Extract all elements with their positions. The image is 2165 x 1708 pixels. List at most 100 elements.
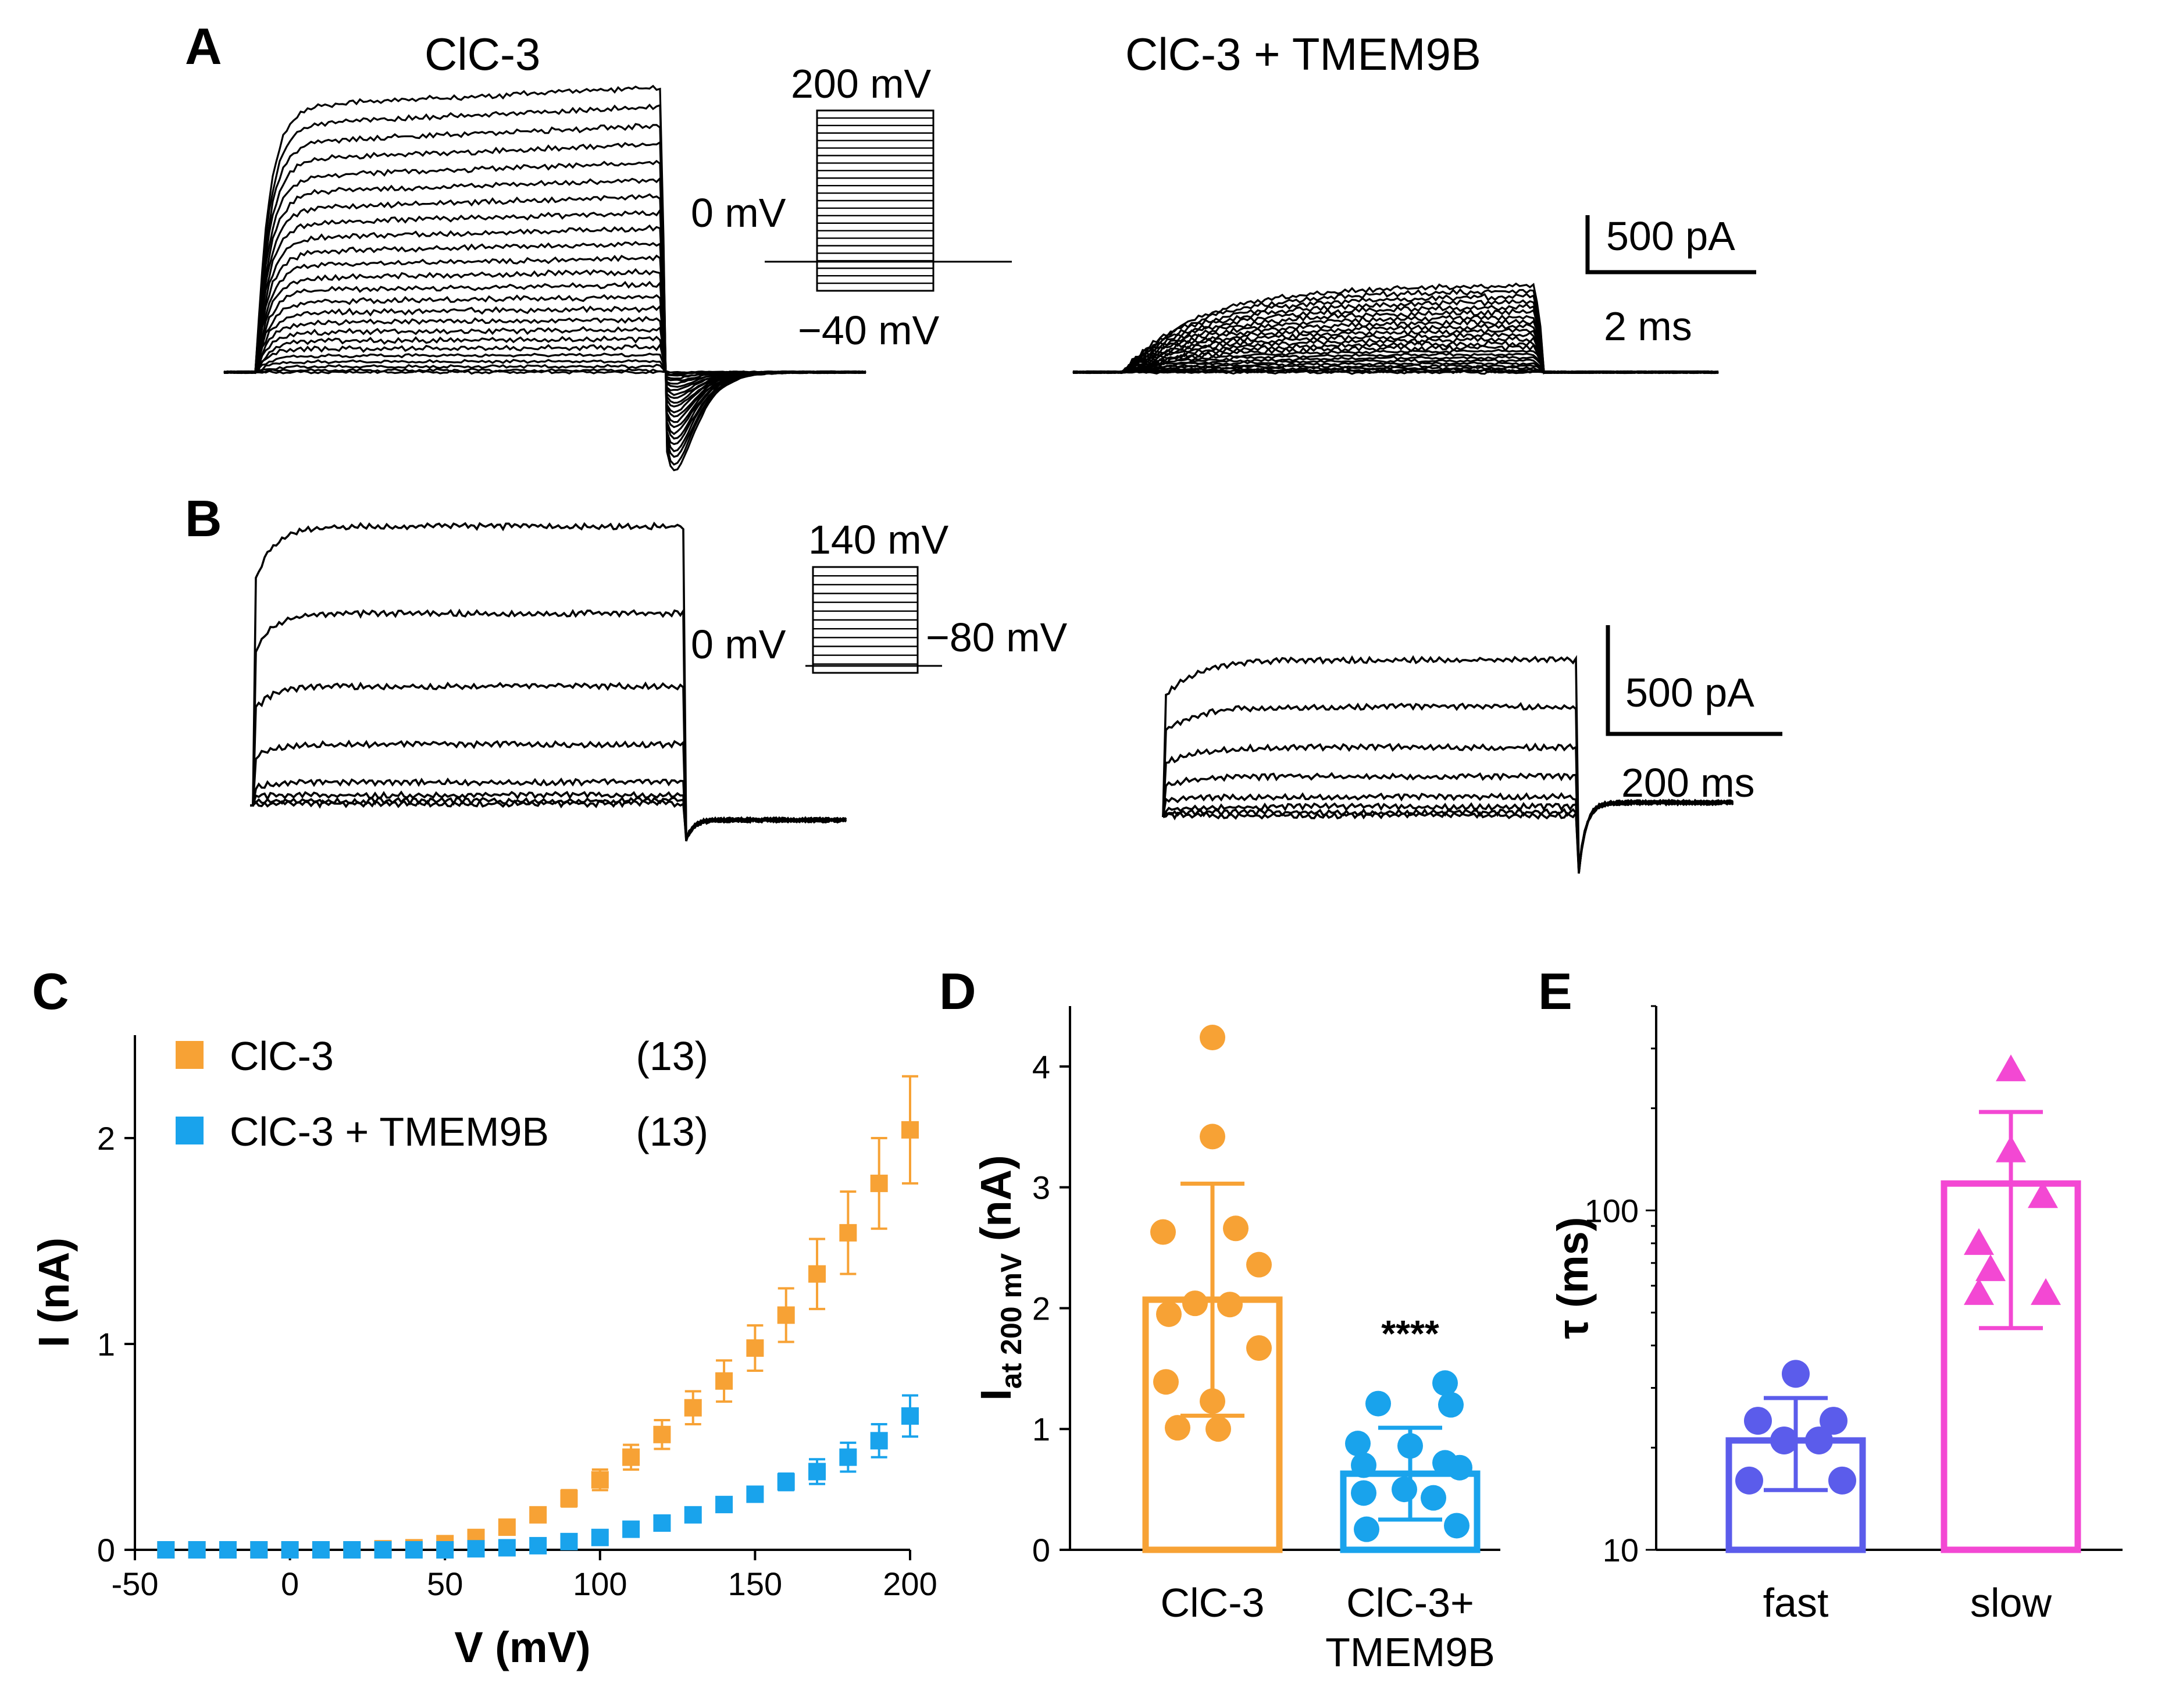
data-point: [1996, 1135, 2026, 1163]
data-point: [622, 1448, 640, 1466]
panel-a-protocol-hold-label: 0 mV: [691, 190, 786, 236]
data-point: [715, 1372, 733, 1390]
data-point: [901, 1121, 919, 1139]
data-point: [1975, 1254, 2006, 1281]
data-point: [1153, 1369, 1179, 1395]
data-point: [436, 1541, 454, 1559]
data-point: [1205, 1416, 1231, 1442]
clc3-current-trace: [250, 777, 847, 841]
y-tick-label: 1: [97, 1326, 115, 1363]
x-tick-label: 200: [883, 1566, 937, 1602]
data-point: [467, 1540, 485, 1558]
y-axis-title: τ (ms): [1549, 1217, 1597, 1339]
group-clc3: [1142, 1025, 1283, 1553]
data-point: [901, 1407, 919, 1425]
clc3-current-trace: [250, 798, 847, 841]
panel-b-clc3-traces: [250, 521, 847, 841]
y-axis-title: Iat 200 mV (nA): [972, 1155, 1028, 1401]
data-point: [374, 1541, 392, 1559]
data-point: [746, 1339, 764, 1357]
data-point: [1150, 1219, 1176, 1245]
x-tick-label: -50: [112, 1566, 159, 1602]
data-point: [653, 1425, 671, 1443]
data-point: [870, 1174, 888, 1192]
panel-a-clc3-traces: [223, 84, 866, 472]
x-tick-label: 150: [728, 1566, 782, 1602]
series-clc3-tmem9b: [157, 1394, 919, 1559]
data-point: [2028, 1181, 2058, 1208]
data-point: [405, 1541, 423, 1559]
tmem9b-current-trace: [1072, 369, 1719, 375]
data-point: [1828, 1466, 1856, 1495]
legend-label: ClC-3: [230, 1033, 334, 1079]
data-point: [2031, 1278, 2061, 1305]
clc3-current-trace: [250, 790, 847, 841]
data-point: [1782, 1360, 1810, 1388]
panel-b-scale-bar: [1606, 625, 1782, 736]
x-axis-title: V (mV): [454, 1623, 590, 1671]
data-point: [1964, 1278, 1994, 1305]
data-point: [839, 1224, 857, 1242]
legend-swatch: [176, 1041, 204, 1069]
data-point: [1156, 1301, 1182, 1327]
panel-a-left-title: ClC-3: [425, 28, 540, 80]
data-point: [1200, 1388, 1225, 1414]
data-point: [1770, 1426, 1798, 1454]
panel-b-tmem9b-traces: [1162, 655, 1734, 874]
data-point: [1964, 1228, 1994, 1255]
group-clc3-tmem9b: [1340, 1370, 1481, 1553]
tmem9b-current-trace: [1162, 798, 1734, 871]
panel-a-protocol-top-label: 200 mV: [791, 61, 932, 106]
data-point: [560, 1532, 578, 1550]
y-tick-label: 2: [97, 1120, 115, 1157]
panel-b-scale-time: 200 ms: [1621, 760, 1755, 805]
data-point: [529, 1506, 547, 1524]
panel-b-protocol-bottom-label: −80 mV: [926, 615, 1067, 660]
clc3-current-trace: [223, 207, 866, 429]
legend-swatch: [176, 1117, 204, 1144]
panel-a-voltage-protocol: [765, 109, 1012, 292]
data-point: [1805, 1426, 1833, 1454]
clc3-current-trace: [223, 316, 866, 391]
data-point: [1351, 1480, 1376, 1506]
legend-n: (13): [636, 1033, 708, 1079]
panel-b-voltage-protocol: [805, 566, 942, 674]
panel-d: D 0 1 2 3 4 Iat 200 mV (nA) ClC-3 ClC-3+TMEM9B *…: [939, 962, 1500, 1675]
category-label: slow: [1970, 1580, 2052, 1625]
panel-d-bar-chart: 0 1 2 3 4 Iat 200 mV (nA) ClC-3 ClC-3+TMEM9B ***…: [972, 1006, 1500, 1675]
data-point: [1397, 1433, 1423, 1459]
significance-label: ****: [1381, 1313, 1439, 1354]
panel-a: A ClC-3 ClC-3 + TMEM9B 200 mV 0 mV −40 m…: [185, 17, 1756, 472]
y-tick-label: 3: [1032, 1169, 1050, 1206]
data-point: [1365, 1390, 1391, 1417]
data-point: [1447, 1454, 1472, 1481]
y-tick-label: 0: [97, 1532, 115, 1568]
clc3-current-trace: [223, 241, 866, 418]
data-point: [622, 1520, 640, 1538]
category-label: TMEM9B: [1325, 1629, 1495, 1675]
y-tick-label: 1: [1032, 1411, 1050, 1447]
panel-a-scale-time: 2 ms: [1604, 304, 1692, 349]
data-point: [157, 1541, 175, 1559]
data-point: [839, 1448, 857, 1466]
panel-a-tmem9b-traces: [1072, 282, 1719, 375]
clc3-current-trace: [223, 343, 866, 381]
data-point: [1421, 1485, 1446, 1511]
panel-e-letter: E: [1538, 962, 1572, 1020]
y-tick-label: 4: [1032, 1049, 1050, 1085]
data-point: [746, 1485, 764, 1503]
clc3-current-trace: [223, 140, 866, 452]
y-tick-label: 100: [1585, 1192, 1639, 1229]
data-point: [281, 1541, 299, 1559]
panel-b-letter: B: [185, 490, 222, 547]
data-point: [1200, 1124, 1225, 1150]
data-point: [188, 1541, 206, 1559]
data-point: [777, 1473, 795, 1491]
data-point: [1820, 1407, 1847, 1435]
data-point: [529, 1536, 547, 1554]
group-slow: [1941, 1054, 2081, 1553]
